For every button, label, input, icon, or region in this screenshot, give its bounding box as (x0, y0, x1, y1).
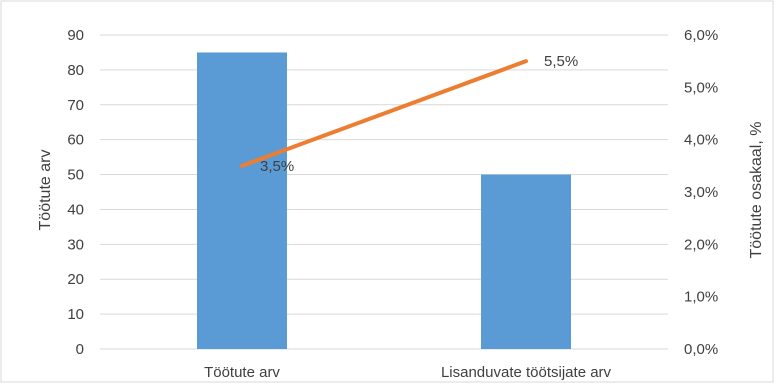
y-tick-label-left: 60 (67, 132, 84, 149)
line-series (240, 59, 528, 168)
line-path (240, 59, 528, 168)
data-labels: 3,5% 5,5% (260, 53, 578, 175)
y-tick-label-right: 1,0% (684, 289, 718, 306)
y-axis-right-ticks: 0,0% 1,0% 2,0% 3,0% 4,0% 5,0% 6,0% (684, 27, 718, 358)
y-axis-left-ticks: 0 10 20 30 40 50 60 70 80 90 (67, 27, 84, 358)
y-tick-label-left: 50 (67, 167, 84, 184)
y-axis-right-title: Töötute osakaal, % (748, 122, 765, 259)
y-tick-label-right: 5,0% (684, 79, 718, 96)
y-tick-label-right: 6,0% (684, 27, 718, 44)
y-tick-label-right: 2,0% (684, 236, 718, 253)
x-category-label: Lisanduvate töötsijate arv (441, 364, 612, 381)
y-tick-label-right: 3,0% (684, 184, 718, 201)
y-tick-label-left: 40 (67, 201, 84, 218)
gridlines (100, 34, 668, 350)
y-tick-label-right: 4,0% (684, 132, 718, 149)
bar-series (197, 52, 571, 349)
line-data-label: 5,5% (544, 53, 578, 70)
y-tick-label-left: 80 (67, 62, 84, 79)
x-axis-categories: Töötute arv Lisanduvate töötsijate arv (204, 364, 611, 381)
y-tick-label-left: 0 (76, 341, 84, 358)
y-tick-label-left: 10 (67, 306, 84, 323)
x-category-label: Töötute arv (204, 364, 280, 381)
line-data-label: 3,5% (260, 158, 294, 175)
y-tick-label-left: 20 (67, 271, 84, 288)
y-tick-label-left: 70 (67, 97, 84, 114)
y-axis-left-title: Töötute arv (37, 150, 54, 231)
y-tick-label-left: 90 (67, 27, 84, 44)
y-tick-label-right: 0,0% (684, 341, 718, 358)
bar (197, 52, 287, 349)
bar (481, 174, 571, 349)
y-tick-label-left: 30 (67, 236, 84, 253)
